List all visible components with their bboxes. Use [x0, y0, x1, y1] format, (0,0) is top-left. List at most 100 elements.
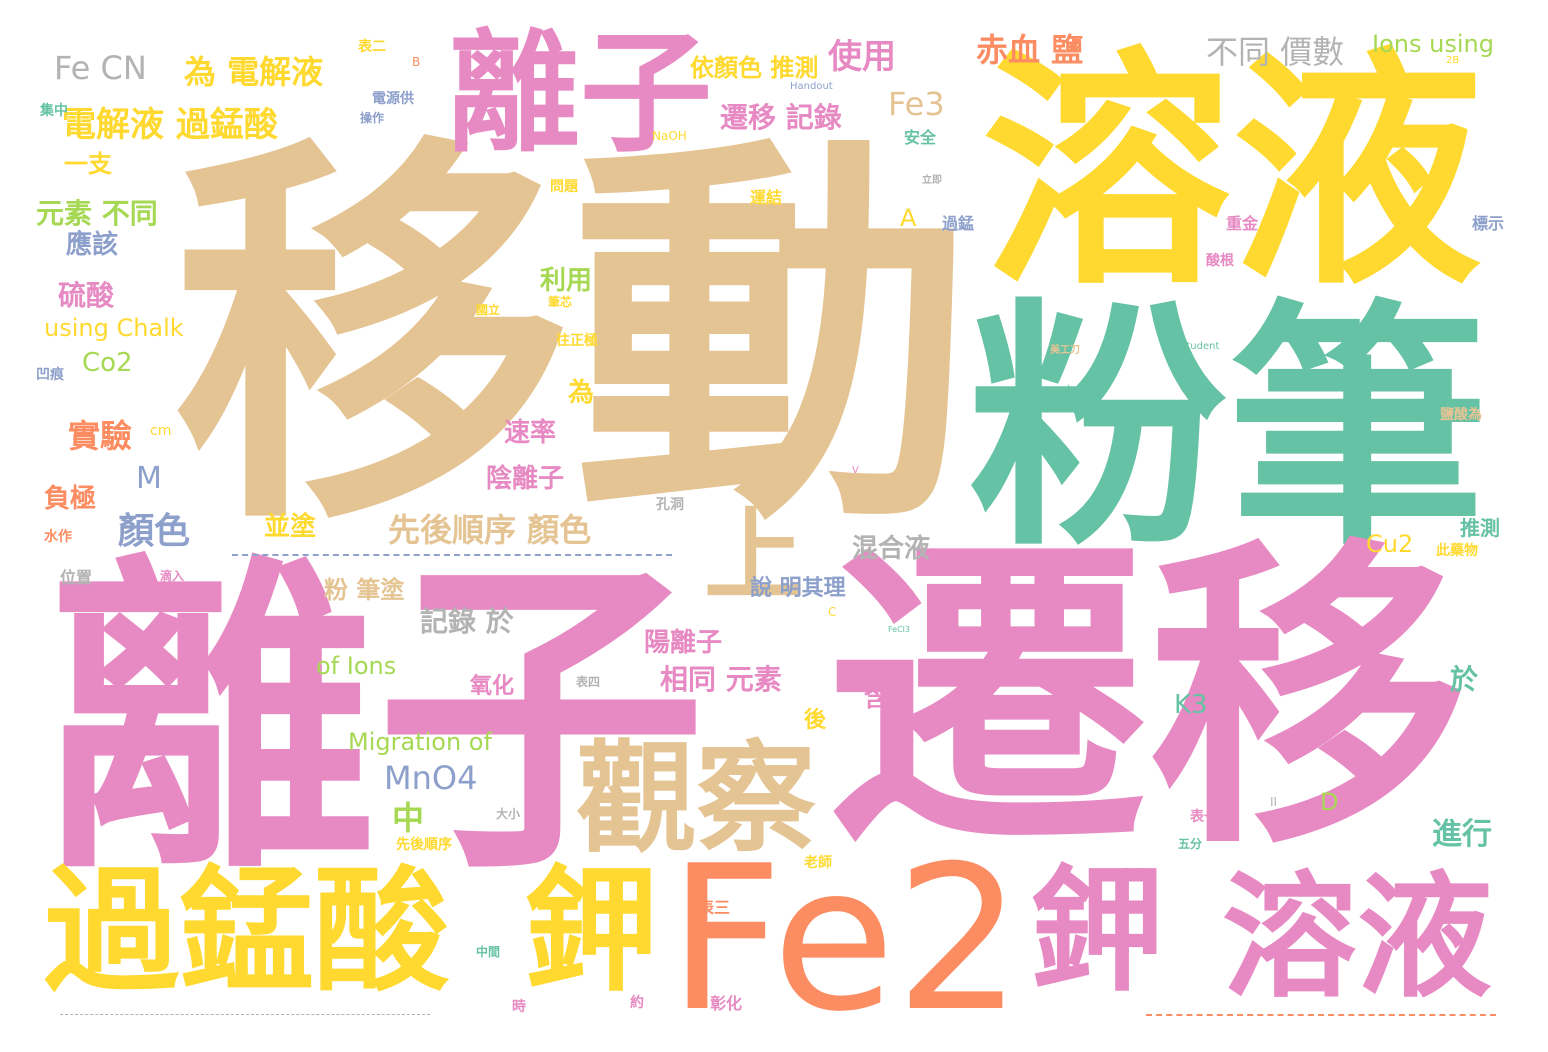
- word: Student: [1180, 341, 1220, 352]
- word: 為: [568, 378, 595, 408]
- word: 鉀: [524, 853, 659, 1010]
- word: using Chalk: [44, 314, 184, 342]
- word: 應該: [66, 230, 119, 260]
- word: 表二: [358, 39, 386, 55]
- word: FeCl3: [888, 625, 910, 634]
- word: 表四: [576, 675, 601, 689]
- word: Co2: [82, 348, 133, 378]
- word: 大小: [496, 807, 521, 821]
- word: 問題: [550, 179, 578, 195]
- word: 凹痕: [36, 367, 64, 383]
- word: 筆芯: [548, 295, 573, 309]
- word: 粉 筆塗: [324, 576, 405, 604]
- word: cm: [150, 423, 172, 439]
- word: 水作: [44, 529, 72, 545]
- word: 溶液: [1222, 859, 1492, 1016]
- word: 表三: [698, 898, 731, 917]
- word: 依顏色 推測: [690, 54, 819, 82]
- word: 硫酸: [58, 279, 115, 312]
- word: 溶液: [982, 27, 1482, 318]
- word: 不同 價數: [1206, 33, 1345, 71]
- word: A: [900, 204, 917, 232]
- word: 國立: [476, 303, 501, 317]
- word: 推測: [1460, 516, 1500, 540]
- word: 標示: [1472, 214, 1505, 233]
- word: 表一: [1190, 809, 1218, 825]
- word: M: [136, 461, 162, 496]
- word: 遷移: [828, 514, 1468, 886]
- word: 並塗: [264, 512, 317, 542]
- word: 2B: [1446, 55, 1460, 66]
- word: 五分: [1178, 837, 1203, 851]
- word: 移動: [172, 107, 972, 572]
- word: 過錳: [942, 214, 975, 233]
- word: 混合液: [852, 534, 931, 564]
- word: 遷移 記錄: [720, 101, 842, 134]
- word: MnO4: [384, 759, 478, 797]
- word: 陽離子: [644, 628, 723, 658]
- word: 利用: [540, 266, 593, 296]
- word: 為 電解液: [184, 53, 324, 91]
- word: 電源供: [372, 91, 414, 107]
- word: K3: [1174, 690, 1208, 720]
- word: 安全: [904, 128, 937, 147]
- word: 觀察: [576, 730, 816, 869]
- word: 時: [512, 999, 526, 1015]
- word: 電解液 過錳酸: [62, 105, 278, 145]
- word: 運結: [750, 188, 783, 207]
- word: 速率: [504, 418, 557, 448]
- word: 赤血 鹽: [976, 31, 1084, 69]
- word: 含: [864, 684, 888, 712]
- dashed-line: [1146, 1014, 1496, 1016]
- word: 中: [392, 799, 425, 837]
- word: 操作: [360, 111, 385, 125]
- word: 立即: [922, 175, 942, 186]
- word: D: [1320, 788, 1339, 816]
- word: 後: [804, 708, 827, 733]
- word: 鉀: [1030, 853, 1165, 1010]
- word: NaOH: [652, 129, 687, 143]
- word: 重金: [1226, 214, 1259, 233]
- word: 集中: [40, 103, 68, 119]
- word: II: [1270, 795, 1278, 809]
- word: 氧化: [470, 674, 515, 699]
- word: 往正極: [556, 333, 598, 349]
- word: 酸根: [1206, 253, 1234, 269]
- word: of Ions: [316, 652, 397, 680]
- dashed-line: [60, 1014, 430, 1015]
- word: 粉筆: [968, 279, 1488, 581]
- word: Cu2: [1366, 530, 1414, 558]
- word: 負極: [44, 484, 97, 514]
- word: 使用: [828, 37, 896, 77]
- word: 離子: [448, 17, 712, 171]
- word: FeCl2: [1124, 867, 1146, 876]
- word: Fe3: [888, 85, 945, 123]
- word: 位置: [60, 568, 93, 587]
- word: 此藥物: [1436, 543, 1478, 559]
- word: C: [828, 605, 837, 619]
- word: 實驗: [68, 417, 133, 455]
- word: Migration of: [348, 728, 492, 756]
- word: 中間: [476, 945, 501, 959]
- word: 鹽酸為: [1440, 407, 1482, 423]
- word: 於: [1450, 663, 1479, 696]
- word: 元素 不同: [36, 197, 158, 230]
- word: 離子: [46, 529, 706, 913]
- word: 滴入: [160, 569, 185, 583]
- word: 約: [630, 995, 644, 1011]
- word: 記錄 於: [420, 605, 514, 638]
- word: 孔洞: [656, 497, 684, 513]
- word: Handout: [790, 81, 833, 92]
- word: 彰化: [710, 994, 743, 1013]
- word: 美工刀: [1050, 345, 1080, 356]
- word: 相同 元素: [660, 663, 782, 696]
- word: 陰離子: [486, 464, 565, 494]
- word: 進行: [1432, 817, 1492, 852]
- word: 過錳酸: [44, 853, 449, 1010]
- word: Fe2: [668, 823, 1023, 1052]
- word: 老師: [804, 855, 832, 871]
- word: V: [852, 465, 859, 476]
- word: 上: [704, 497, 804, 614]
- word: 一支: [64, 150, 112, 178]
